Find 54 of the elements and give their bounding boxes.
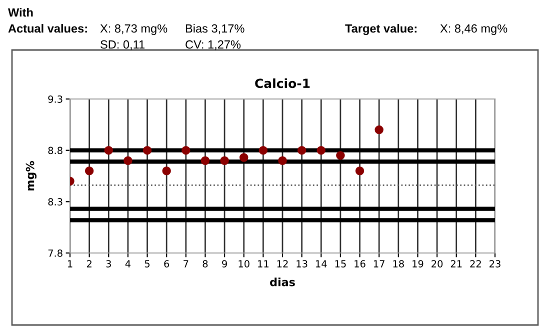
y-tick-label: 8.8 <box>48 146 62 154</box>
x-tick-label: 11 <box>258 260 268 268</box>
text: X: 8,73 mg% <box>100 24 168 36</box>
x-tick-label: 8 <box>202 260 208 268</box>
text: With <box>8 8 33 17</box>
point <box>278 156 287 165</box>
x-tick-label: 7 <box>184 260 188 268</box>
text: X: 8,46 mg% <box>440 24 508 36</box>
point <box>336 151 345 160</box>
y-tick-label: 7.8 <box>48 249 62 257</box>
x-tick-label: 9 <box>222 260 227 268</box>
text: SD: 0,11 <box>100 40 144 50</box>
x-tick-label: 12 <box>277 260 288 268</box>
point <box>220 156 229 165</box>
x-tick-label: 3 <box>106 260 111 268</box>
point <box>124 156 132 165</box>
x-tick-label: 10 <box>238 260 250 268</box>
point <box>297 146 306 155</box>
point <box>355 166 364 176</box>
x-tick-label: 21 <box>450 260 462 268</box>
text: Bias 3,17% <box>186 24 244 34</box>
point <box>142 146 152 155</box>
x-tick-label: 19 <box>412 260 424 268</box>
point <box>374 125 384 134</box>
point <box>200 156 210 165</box>
x-tick-label: 22 <box>470 260 481 268</box>
y-axis-title: mg% <box>26 161 36 190</box>
text: Actual values: <box>8 24 87 33</box>
point <box>239 153 248 162</box>
x-tick-label: 16 <box>354 260 366 268</box>
x-tick-label: 18 <box>393 260 404 268</box>
x-tick-label: 1 <box>68 260 72 268</box>
point <box>316 146 326 155</box>
x-tick-label: 14 <box>316 260 327 268</box>
chart-title: Calcio-1 <box>255 78 310 88</box>
y-tick-label: 9.3 <box>48 95 62 103</box>
x-tick-label: 5 <box>144 260 150 268</box>
x-axis-title: dias <box>270 278 295 286</box>
x-tick-label: 2 <box>86 260 92 268</box>
x-tick-label: 15 <box>335 260 346 268</box>
point <box>104 146 114 155</box>
text: CV: 1,27% <box>186 40 241 50</box>
point <box>258 146 268 155</box>
x-tick-label: 13 <box>296 260 308 268</box>
point <box>162 166 171 176</box>
x-tick-label: 23 <box>490 260 500 268</box>
point <box>182 146 190 155</box>
y-tick-label: 8.3 <box>48 198 62 206</box>
x-tick-label: 6 <box>164 260 170 268</box>
x-tick-label: 20 <box>432 260 443 268</box>
x-tick-label: 4 <box>125 260 130 268</box>
text: Target value: <box>345 24 416 36</box>
point <box>84 166 94 176</box>
x-tick-label: 17 <box>374 260 384 268</box>
